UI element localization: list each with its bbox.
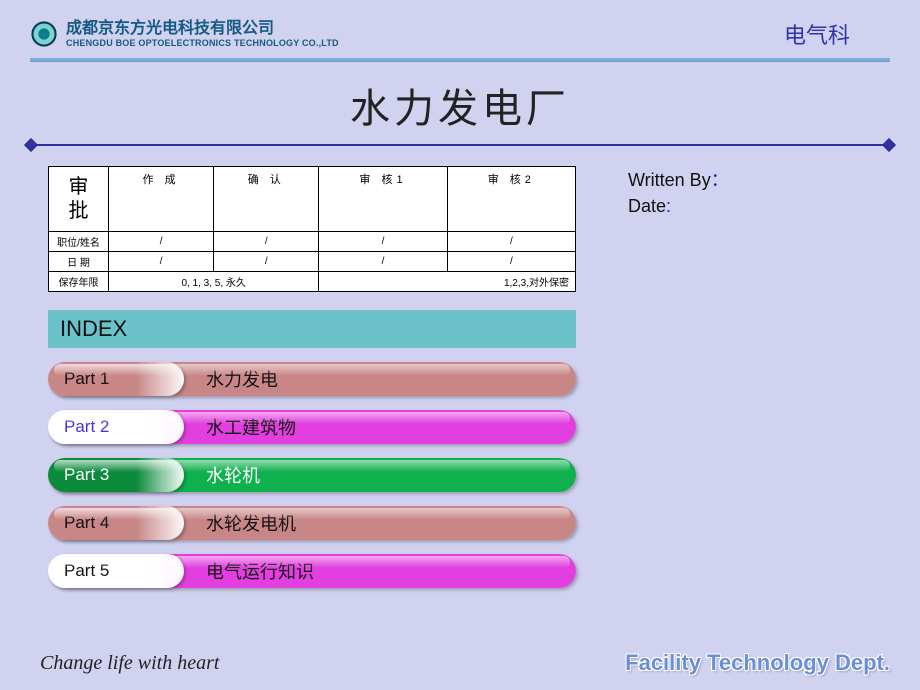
part-row-1[interactable]: Part 1水力发电 (48, 362, 576, 396)
part-title: 水力发电 (164, 362, 576, 396)
footer: Change life with heart Facility Technolo… (40, 650, 890, 676)
row-label: 日 期 (49, 252, 109, 272)
part-title: 电气运行知识 (164, 554, 576, 588)
footer-slogan: Change life with heart (40, 652, 219, 675)
company-block: 成都京东方光电科技有限公司 CHENGDU BOE OPTOELECTRONIC… (66, 20, 339, 48)
row-label: 保存年限 (49, 272, 109, 292)
approval-col-4: 审 核2 (447, 167, 575, 232)
company-name-en: CHENGDU BOE OPTOELECTRONICS TECHNOLOGY C… (66, 38, 339, 48)
part-title: 水工建筑物 (164, 410, 576, 444)
company-name-cn: 成都京东方光电科技有限公司 (66, 20, 339, 38)
part-row-2[interactable]: Part 2水工建筑物 (48, 410, 576, 444)
footer-dept: Facility Technology Dept. (625, 650, 890, 676)
title-rule (30, 144, 890, 146)
row-label: 职位/姓名 (49, 232, 109, 252)
header-divider (30, 58, 890, 61)
page-title: 水力发电厂 (0, 76, 920, 134)
part-row-3[interactable]: Part 3水轮机 (48, 458, 576, 492)
part-badge: Part 3 (48, 458, 184, 492)
part-badge: Part 4 (48, 506, 184, 540)
table-row: 职位/姓名 / / / / (49, 232, 576, 252)
logo-icon (30, 20, 58, 48)
meta-block: Written By： Date: (588, 166, 729, 588)
part-badge: Part 1 (48, 362, 184, 396)
part-badge: Part 2 (48, 410, 184, 444)
department-label: 电气科 (784, 18, 850, 50)
approval-label: 审 批 (49, 167, 109, 232)
part-title: 水轮机 (164, 458, 576, 492)
part-row-4[interactable]: Part 4水轮发电机 (48, 506, 576, 540)
part-title: 水轮发电机 (164, 506, 576, 540)
table-row: 保存年限 0, 1, 3, 5, 永久 1,2,3,对外保密 (49, 272, 576, 292)
title-section: 水力发电厂 (0, 76, 920, 134)
approval-col-1: 作 成 (109, 167, 214, 232)
table-row: 日 期 / / / / (49, 252, 576, 272)
approval-col-3: 审 核1 (319, 167, 447, 232)
written-by-label: Written By： (628, 166, 729, 192)
date-label: Date: (628, 196, 729, 217)
part-badge: Part 5 (48, 554, 184, 588)
approval-col-2: 确 认 (214, 167, 319, 232)
index-heading: INDEX (48, 310, 576, 348)
approval-table: 审 批 作 成 确 认 审 核1 审 核2 职位/姓名 / / / / 日 期 … (48, 166, 576, 292)
part-row-5[interactable]: Part 5电气运行知识 (48, 554, 576, 588)
header: 成都京东方光电科技有限公司 CHENGDU BOE OPTOELECTRONIC… (0, 0, 920, 58)
